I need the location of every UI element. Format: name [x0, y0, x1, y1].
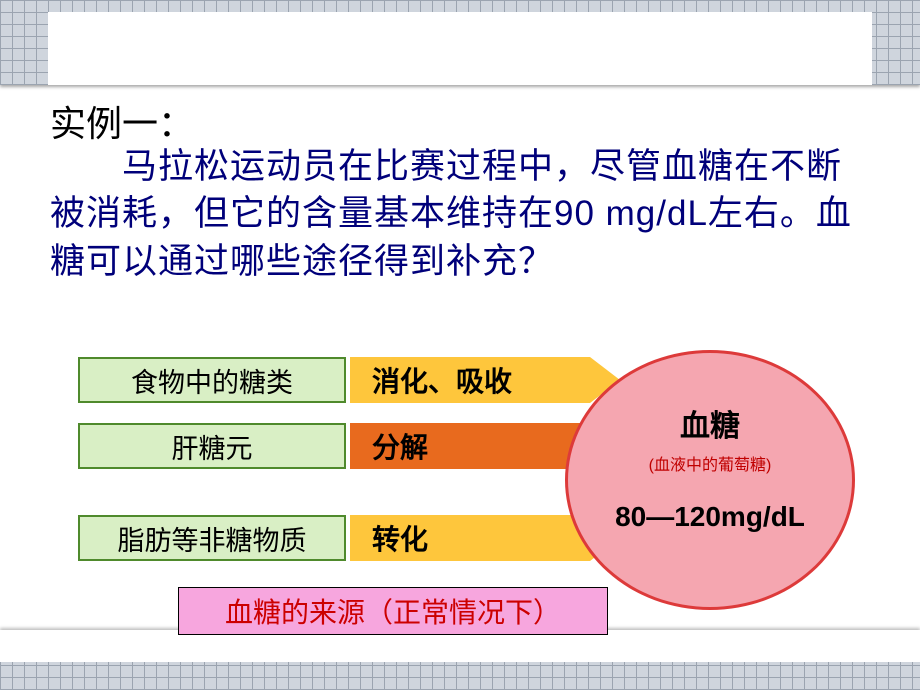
arrow-digest: 消化、吸收 [350, 357, 590, 403]
target-circle: 血糖 (血液中的葡萄糖) 80—120mg/dL [565, 350, 855, 610]
circle-title: 血糖 [568, 401, 852, 445]
arrow-transform: 转化 [350, 515, 590, 561]
slide-paragraph: 马拉松运动员在比赛过程中，尽管血糖在不断被消耗，但它的含量基本维持在90 mg/… [50, 143, 870, 285]
circle-subtitle: (血液中的葡萄糖) [568, 451, 852, 475]
source-box-food: 食物中的糖类 [78, 357, 346, 403]
grid-decor-bottom [0, 630, 920, 690]
circle-range: 80—120mg/dL [568, 501, 852, 533]
source-box-nonsugar: 脂肪等非糖物质 [78, 515, 346, 561]
slide-title: 实例一： [50, 95, 194, 147]
source-box-liver: 肝糖元 [78, 423, 346, 469]
arrow-decompose: 分解 [350, 423, 590, 469]
caption-box: 血糖的来源（正常情况下） [178, 587, 608, 635]
grid-decor-top [0, 0, 920, 85]
